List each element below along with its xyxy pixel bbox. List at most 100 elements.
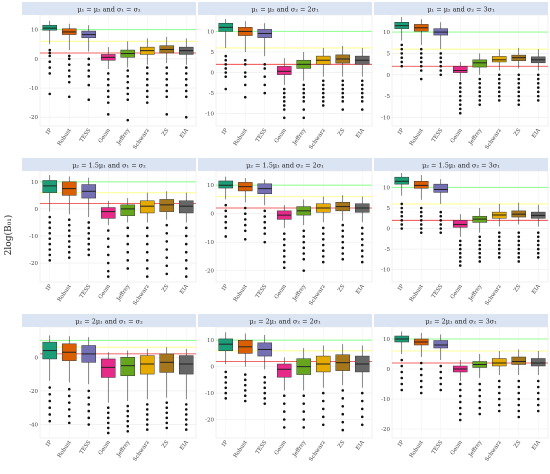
outlier-point bbox=[341, 397, 345, 400]
outlier-point bbox=[87, 231, 91, 235]
outlier-point bbox=[400, 206, 404, 210]
y-tick-label: -20 bbox=[29, 261, 38, 267]
x-tick-label: Jeffrey bbox=[115, 283, 132, 303]
box-schwarz bbox=[491, 56, 507, 63]
outlier-point bbox=[458, 260, 462, 263]
box-ip bbox=[218, 180, 234, 189]
outlier-point bbox=[419, 379, 423, 383]
outlier-point bbox=[341, 257, 345, 261]
x-tick-label: IP bbox=[45, 127, 53, 135]
box-geom bbox=[276, 66, 292, 75]
box-zs bbox=[159, 199, 175, 212]
x-tick-label: Jeffrey bbox=[291, 283, 308, 303]
outlier-point bbox=[263, 215, 267, 218]
panel-title: μ₂ = 2μ₁ and σ₁ = σ₂ bbox=[75, 318, 143, 326]
x-tick-label: Robust bbox=[233, 283, 250, 303]
outlier-point bbox=[67, 240, 71, 243]
outlier-point bbox=[48, 419, 52, 423]
outlier-point bbox=[145, 66, 149, 69]
x-tick-label: Robust bbox=[57, 439, 74, 459]
outlier-point bbox=[145, 242, 149, 246]
outlier-point bbox=[497, 409, 501, 413]
x-tick-label: Robust bbox=[57, 283, 74, 303]
outlier-point bbox=[478, 94, 482, 98]
panel-title: μ₂ = 1.5μ₁ and σ₁ = σ₂ bbox=[72, 162, 146, 170]
outlier-point bbox=[302, 95, 306, 99]
outlier-point bbox=[243, 212, 247, 215]
outlier-point bbox=[360, 255, 364, 258]
x-tick-label: IP bbox=[221, 127, 229, 135]
outlier-point bbox=[224, 235, 228, 238]
outlier-point bbox=[341, 79, 345, 83]
panel-1: μ₁ = μ₂ and σ₁ = σ₂ -20 -10 0 10 IP Robust TESS… bbox=[22, 2, 197, 151]
outlier-point bbox=[341, 240, 345, 244]
outlier-point bbox=[165, 240, 169, 243]
outlier-point bbox=[48, 399, 52, 403]
outlier-point bbox=[497, 86, 501, 89]
outlier-point bbox=[106, 421, 110, 425]
outlier-point bbox=[87, 248, 91, 251]
panel-strip bbox=[374, 158, 548, 171]
outlier-point bbox=[458, 86, 462, 89]
outlier-point bbox=[400, 358, 404, 362]
outlier-point bbox=[263, 232, 267, 235]
outlier-point bbox=[517, 231, 521, 234]
outlier-point bbox=[536, 397, 540, 401]
outlier-point bbox=[263, 381, 267, 384]
plot-area bbox=[391, 326, 549, 439]
outlier-point bbox=[106, 411, 110, 415]
outlier-point bbox=[419, 64, 423, 68]
outlier-point bbox=[497, 77, 501, 81]
outlier-point bbox=[165, 231, 169, 235]
y-tick-label: -10 bbox=[205, 112, 214, 118]
y-tick-label: 0 bbox=[35, 207, 39, 213]
outlier-point bbox=[87, 423, 91, 426]
outlier-point bbox=[126, 80, 130, 84]
x-tick-label: ZS bbox=[337, 128, 346, 138]
outlier-point bbox=[478, 260, 482, 263]
x-tick-label: Schwarz bbox=[308, 440, 327, 463]
outlier-point bbox=[302, 426, 306, 429]
outlier-point bbox=[87, 83, 91, 87]
outlier-point bbox=[341, 229, 345, 233]
outlier-point bbox=[263, 226, 267, 230]
outlier-point bbox=[360, 226, 364, 230]
outlier-point bbox=[282, 402, 286, 405]
outlier-point bbox=[536, 379, 540, 383]
outlier-point bbox=[67, 250, 71, 254]
outlier-point bbox=[439, 364, 443, 368]
outlier-point bbox=[302, 394, 306, 398]
outlier-point bbox=[106, 431, 110, 435]
outlier-point bbox=[67, 54, 71, 58]
outlier-point bbox=[360, 249, 364, 252]
y-tick-label: -5 bbox=[385, 247, 391, 253]
outlier-point bbox=[458, 251, 462, 255]
outlier-point bbox=[263, 63, 267, 66]
outlier-point bbox=[165, 421, 169, 425]
outlier-point bbox=[165, 411, 169, 415]
outlier-point bbox=[282, 238, 286, 241]
outlier-point bbox=[419, 60, 423, 64]
outlier-point bbox=[497, 90, 501, 94]
outlier-point bbox=[536, 256, 540, 259]
outlier-point bbox=[243, 83, 247, 87]
outlier-point bbox=[184, 83, 188, 87]
outlier-point bbox=[341, 389, 345, 392]
outlier-point bbox=[478, 400, 482, 404]
outlier-point bbox=[419, 47, 423, 51]
outlier-point bbox=[517, 90, 521, 94]
outlier-point bbox=[263, 240, 267, 244]
outlier-point bbox=[165, 113, 169, 116]
outlier-point bbox=[321, 104, 325, 107]
outlier-point bbox=[243, 394, 247, 398]
box-tess bbox=[433, 183, 449, 193]
x-tick-label: Schwarz bbox=[132, 284, 151, 307]
outlier-point bbox=[302, 83, 306, 87]
outlier-point bbox=[87, 226, 91, 230]
outlier-point bbox=[497, 247, 501, 251]
outlier-point bbox=[224, 75, 228, 78]
panel-strip bbox=[22, 314, 196, 327]
panel-title: μ₂ = 1.5μ₁ and σ₂ = 3σ₁ bbox=[422, 162, 500, 170]
outlier-point bbox=[419, 385, 423, 389]
outlier-point bbox=[517, 239, 521, 243]
